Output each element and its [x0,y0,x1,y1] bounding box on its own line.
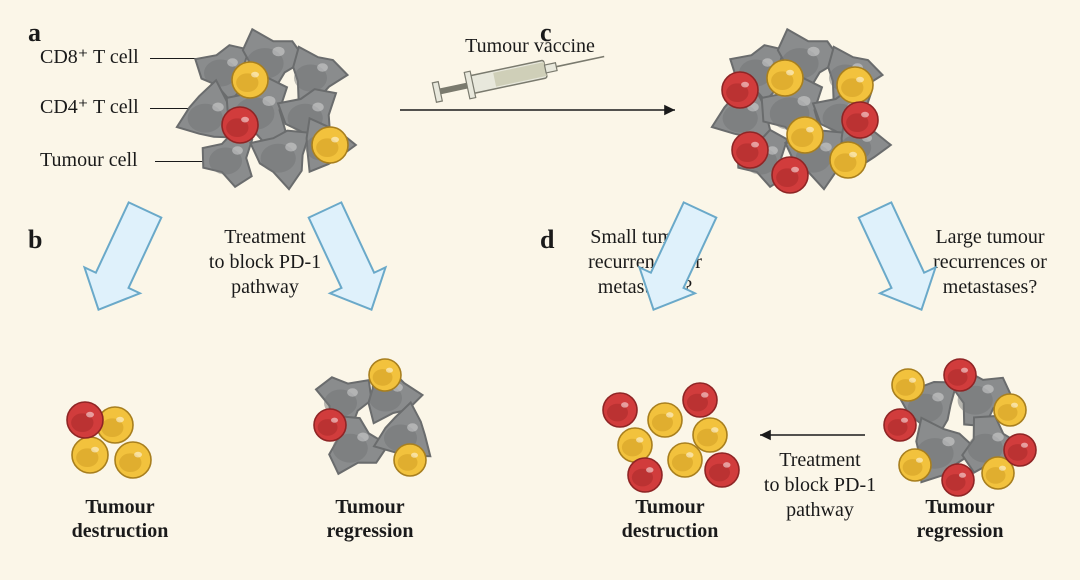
block-arrow [847,197,949,323]
block-arrow [71,197,173,323]
tumour-cluster-c [712,29,891,193]
cluster-regression-right [884,359,1036,496]
cluster-destruction-left [67,402,151,478]
block-arrow [297,197,399,323]
cluster-regression-left [314,359,430,476]
syringe-icon [432,43,607,106]
diagram-svg [0,0,1080,580]
tumour-cluster-a [177,29,356,189]
cluster-destruction-right [603,383,739,492]
block-arrow [626,197,728,323]
